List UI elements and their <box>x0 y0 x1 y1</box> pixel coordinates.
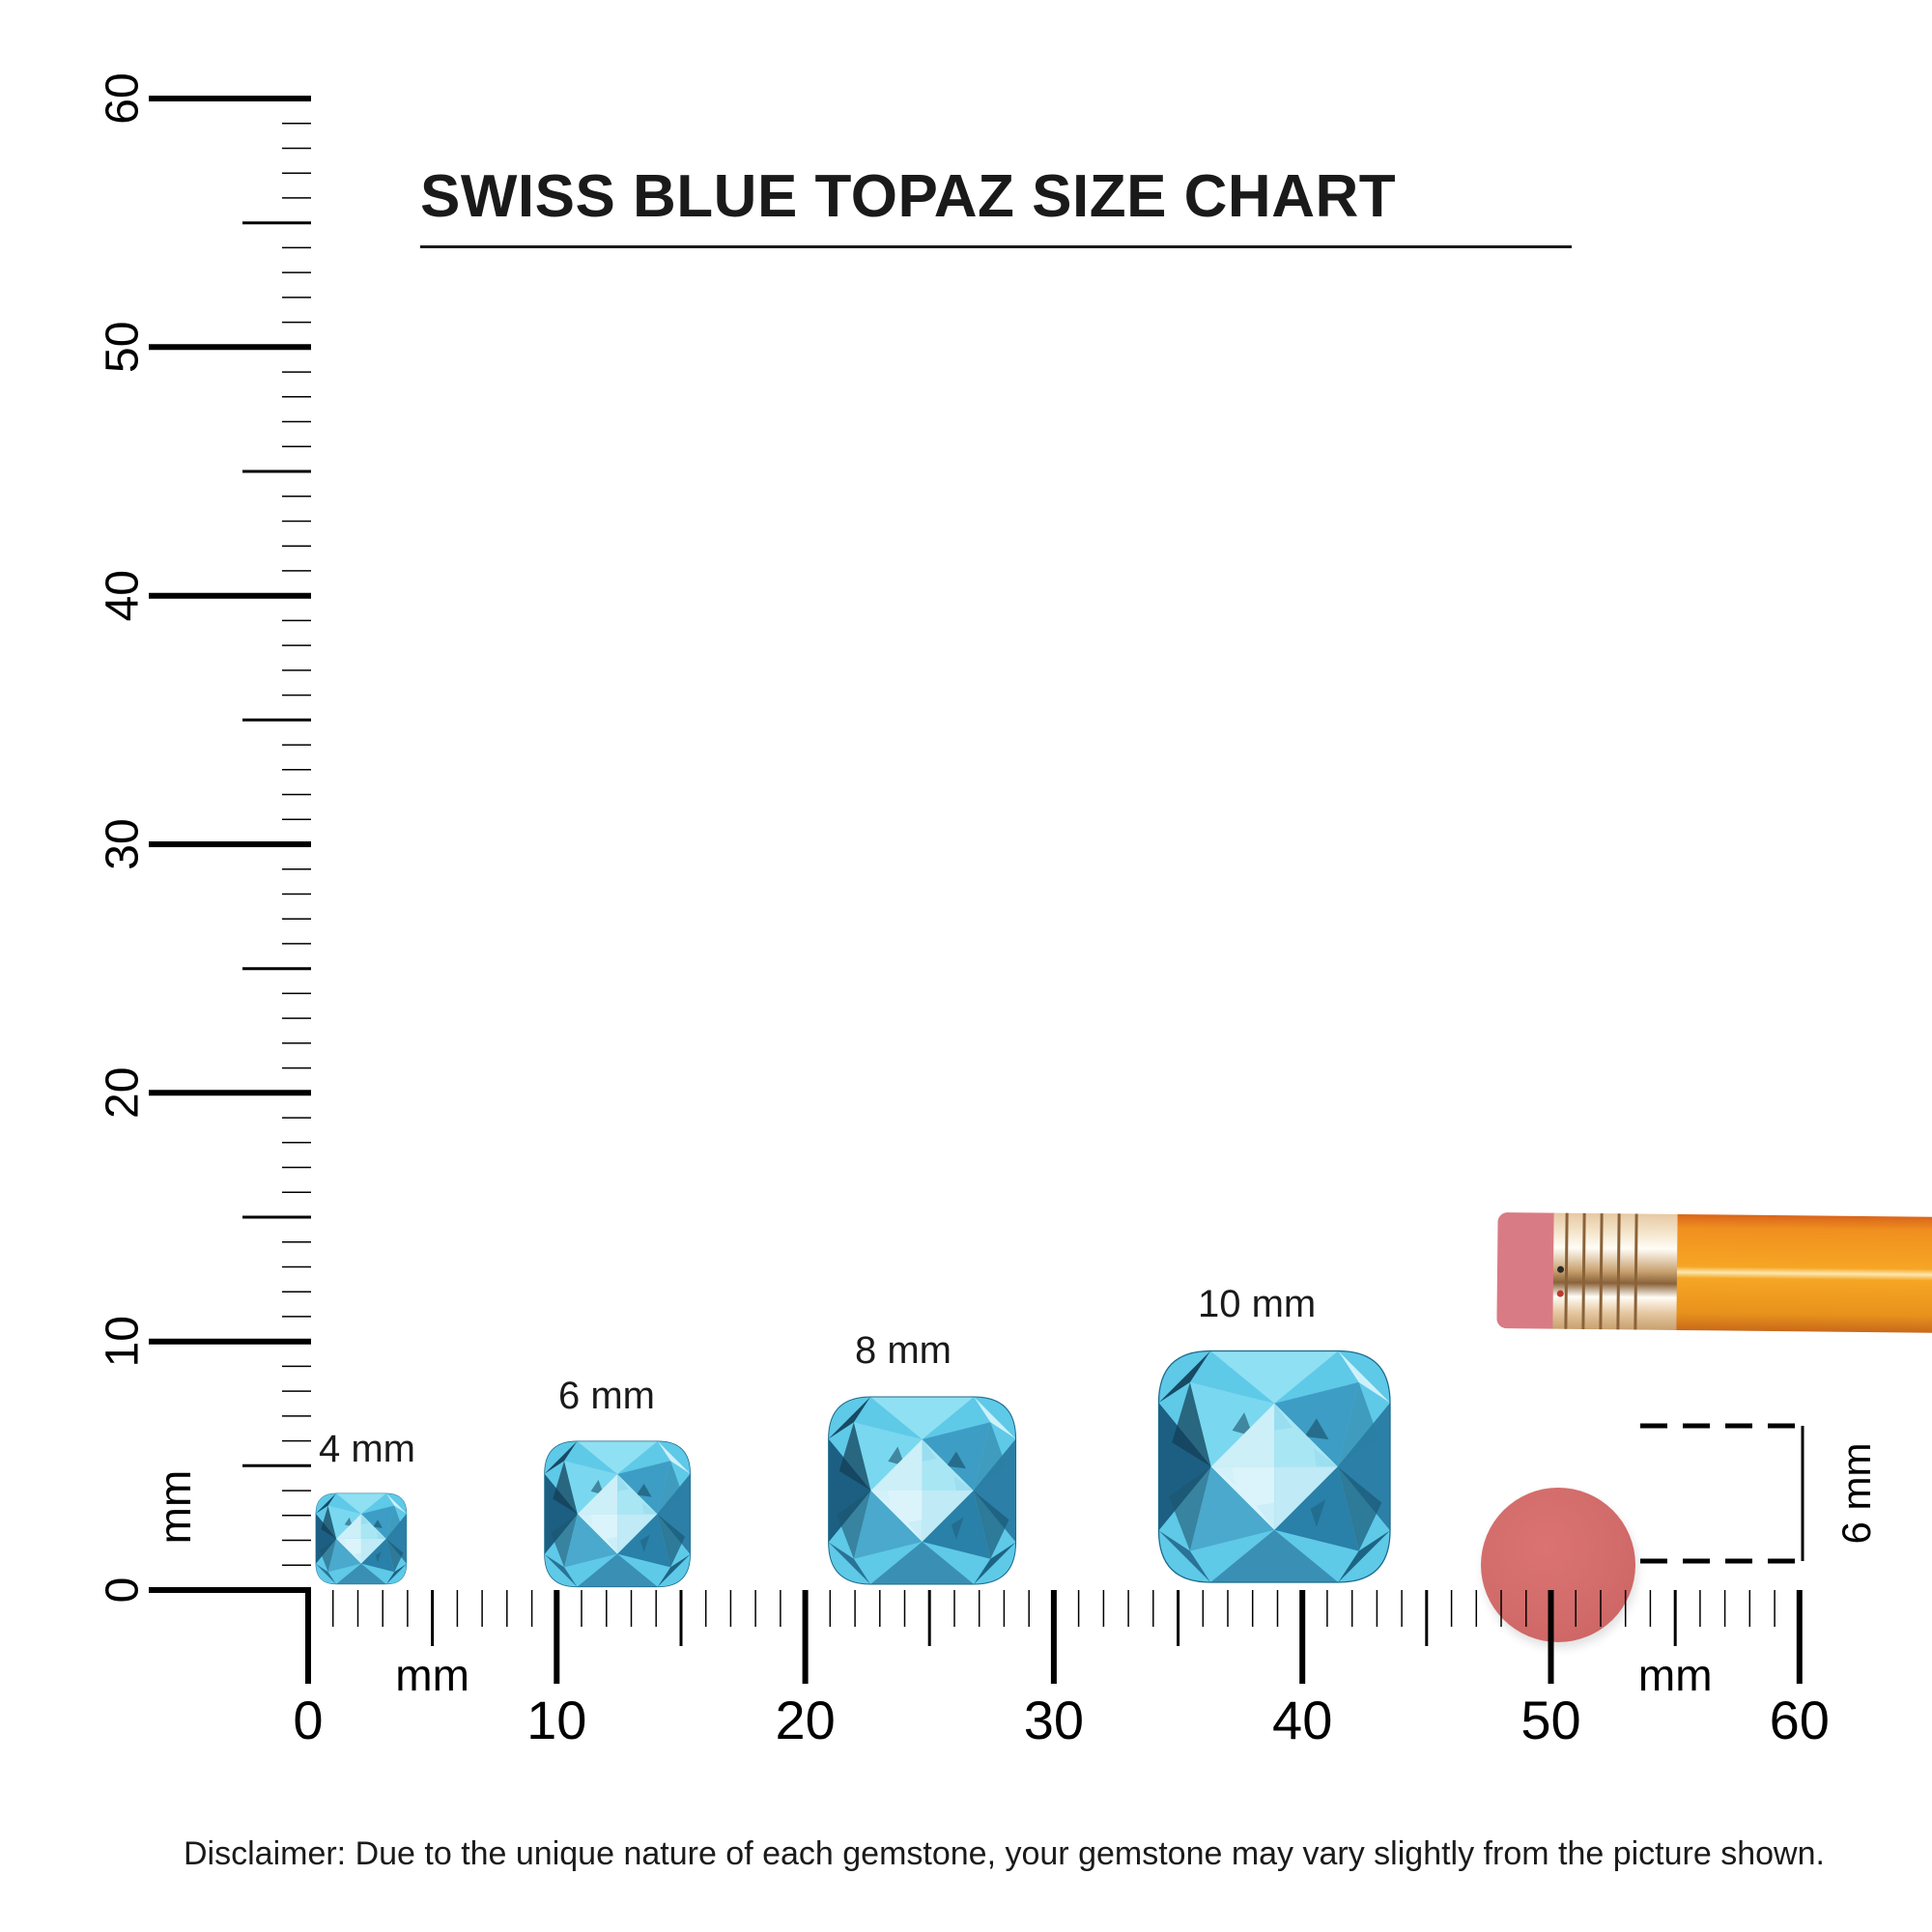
svg-text:40: 40 <box>1272 1690 1332 1750</box>
svg-text:50: 50 <box>1520 1690 1580 1750</box>
svg-text:mm: mm <box>395 1650 469 1700</box>
svg-text:mm: mm <box>1638 1650 1713 1700</box>
svg-text:60: 60 <box>1770 1690 1830 1750</box>
svg-text:10: 10 <box>98 1316 149 1367</box>
svg-text:50: 50 <box>98 322 149 373</box>
svg-text:30: 30 <box>1024 1690 1084 1750</box>
svg-text:mm: mm <box>150 1470 200 1545</box>
svg-text:30: 30 <box>98 818 149 869</box>
svg-text:0: 0 <box>98 1577 149 1604</box>
svg-text:20: 20 <box>98 1067 149 1119</box>
svg-text:10: 10 <box>526 1690 586 1750</box>
svg-text:0: 0 <box>293 1690 323 1750</box>
svg-text:40: 40 <box>98 570 149 621</box>
svg-text:20: 20 <box>775 1690 835 1750</box>
svg-text:60: 60 <box>98 72 149 124</box>
